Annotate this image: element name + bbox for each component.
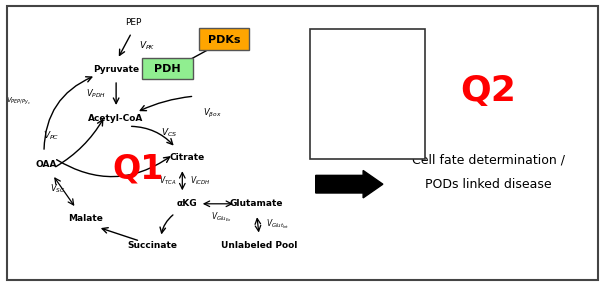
Text: Q1: Q1 (112, 153, 164, 186)
Text: Metabolite: Metabolite (342, 41, 393, 51)
Text: $V_{Glut_{Int}}$: $V_{Glut_{Int}}$ (266, 218, 290, 231)
Text: $V_{SC}$: $V_{SC}$ (50, 183, 66, 195)
Text: PTM: PTM (358, 99, 378, 109)
Text: Glutamate: Glutamate (230, 199, 283, 208)
Text: Malate: Malate (68, 214, 103, 223)
Text: PDH: PDH (154, 64, 181, 74)
FancyBboxPatch shape (199, 28, 248, 50)
Text: Signaling pathway: Signaling pathway (323, 80, 413, 90)
Text: PEP: PEP (125, 18, 141, 27)
Text: Succinate: Succinate (127, 241, 178, 251)
Text: $V_{ICDH}$: $V_{ICDH}$ (190, 174, 210, 186)
Text: Gene: Gene (355, 60, 381, 70)
Text: ROS: ROS (357, 137, 378, 147)
Text: $V_{PEP/Py_{c}}$: $V_{PEP/Py_{c}}$ (6, 96, 31, 108)
Text: $V_{PDH}$: $V_{PDH}$ (86, 88, 106, 100)
FancyBboxPatch shape (310, 29, 425, 159)
FancyArrow shape (316, 170, 383, 198)
Text: Pyruvate: Pyruvate (93, 65, 139, 74)
Text: Energy: Energy (350, 118, 385, 128)
Text: $V_{TCA}$: $V_{TCA}$ (159, 174, 176, 186)
Text: PODs linked disease: PODs linked disease (425, 178, 552, 191)
Text: Acetyl-CoA: Acetyl-CoA (88, 114, 144, 123)
FancyBboxPatch shape (142, 58, 193, 79)
Text: $V_{PK}$: $V_{PK}$ (140, 40, 156, 52)
Text: $V_{Glu_{Ex}}$: $V_{Glu_{Ex}}$ (211, 211, 233, 224)
Text: $V_{CS}$: $V_{CS}$ (161, 127, 178, 140)
Text: Cell fate determination /: Cell fate determination / (412, 153, 565, 166)
Text: PDKs: PDKs (208, 35, 240, 45)
Text: Unlabeled Pool: Unlabeled Pool (221, 241, 298, 251)
Text: $V_{\beta ox}$: $V_{\beta ox}$ (203, 107, 221, 120)
Text: Q2: Q2 (461, 74, 516, 108)
Text: $V_{PC}$: $V_{PC}$ (43, 130, 59, 142)
Text: Citrate: Citrate (170, 153, 205, 162)
Text: αKG: αKG (177, 199, 198, 208)
Text: OAA: OAA (35, 160, 57, 169)
